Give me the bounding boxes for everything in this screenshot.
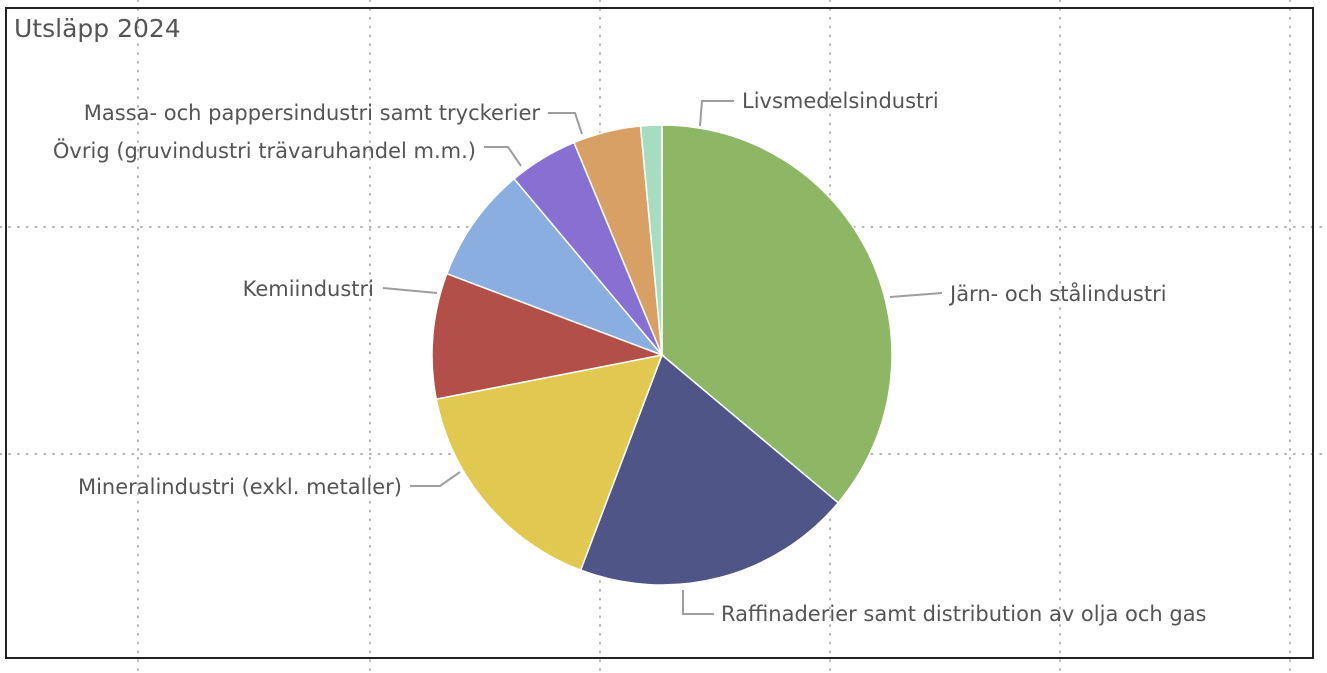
- slice-label-4: Övrig (gruvindustri trävaruhandel m.m.): [53, 138, 476, 163]
- leader-line-6: [699, 100, 734, 127]
- slice-label-5: Massa- och pappersindustri samt tryckeri…: [84, 101, 541, 125]
- leader-line-2: [410, 471, 461, 487]
- slice-label-0: Järn- och stålindustri: [948, 281, 1167, 306]
- leader-line-1: [682, 590, 714, 615]
- pie-slice-7: [639, 124, 663, 356]
- leader-line-4: [484, 146, 522, 167]
- leader-line-3: [382, 287, 438, 294]
- pie-slice-2: [435, 354, 664, 572]
- slice-label-6: Livsmedelsindustri: [742, 89, 939, 113]
- slice-label-3: Kemiindustri: [243, 277, 374, 301]
- pie-slice-0: [661, 124, 893, 504]
- pie-slice-3: [431, 272, 665, 401]
- leader-line-5: [548, 112, 583, 135]
- chart-frame: [5, 7, 1314, 659]
- pie-slice-4: [445, 177, 665, 357]
- chart-title: Utsläpp 2024: [14, 14, 181, 43]
- pie-slice-1: [579, 353, 840, 586]
- slice-label-2: Mineralindustri (exkl. metaller): [78, 475, 402, 499]
- leader-line-0: [889, 292, 943, 298]
- slice-label-1: Raffinaderier samt distribution av olja …: [721, 602, 1207, 626]
